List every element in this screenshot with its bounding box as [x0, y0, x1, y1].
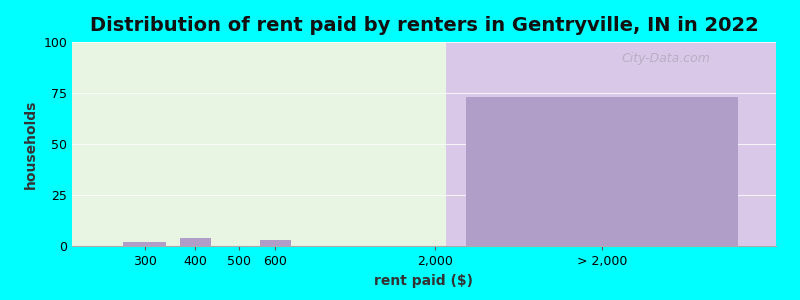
- Bar: [446, 42, 776, 246]
- Bar: [260, 240, 290, 246]
- Bar: [123, 242, 166, 246]
- X-axis label: rent paid ($): rent paid ($): [374, 274, 474, 288]
- Text: City-Data.com: City-Data.com: [621, 52, 710, 65]
- Title: Distribution of rent paid by renters in Gentryville, IN in 2022: Distribution of rent paid by renters in …: [90, 16, 758, 35]
- Bar: [180, 238, 211, 246]
- Y-axis label: households: households: [24, 99, 38, 189]
- Bar: [466, 97, 738, 246]
